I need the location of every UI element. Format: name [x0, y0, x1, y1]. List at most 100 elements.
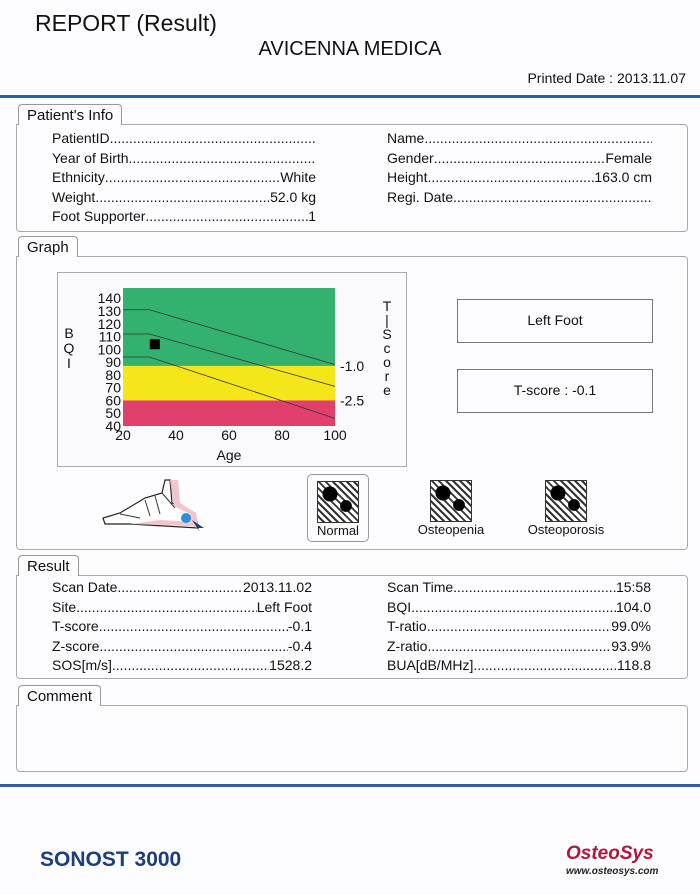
field-row: BUA[dB/MHz] 118.8 — [387, 656, 651, 674]
field-row: Site Left Foot — [52, 598, 312, 616]
field-value: Left Foot — [256, 598, 312, 615]
footer-divider — [0, 784, 700, 787]
field-row: Name — [387, 129, 652, 147]
y-tick-label: 40 — [105, 418, 121, 434]
field-value: 52.0 kg — [270, 188, 316, 205]
field-value: 163.0 cm — [594, 169, 652, 185]
reference-line — [123, 333, 336, 387]
bone-structure-icon — [317, 481, 359, 523]
leader-dots — [95, 188, 270, 206]
field-label: Foot Supporter — [52, 208, 146, 224]
arrow-cursor-icon — [192, 520, 204, 532]
x-tick-label: 40 — [168, 427, 184, 443]
leader-dots — [434, 149, 606, 167]
field-value: 15:58 — [615, 579, 651, 595]
organization-name: AVICENNA MEDICA — [258, 38, 442, 60]
y-tick-label: 50 — [105, 405, 121, 421]
leader-dots — [110, 129, 316, 147]
result-panel — [16, 575, 688, 679]
y-tick-label: 130 — [98, 303, 122, 319]
leader-dots — [424, 129, 652, 147]
field-label: Z-ratio — [387, 637, 428, 654]
field-label: PatientID — [52, 130, 110, 146]
field-row: Z-score -0.4 — [52, 637, 312, 655]
y-tick-label: 120 — [98, 316, 122, 332]
bqi-chart-frame: 40 50 60 70 80 90 100 110 120 130 140 20 40 60 80 100 -1… — [57, 272, 407, 467]
leader-dots — [117, 578, 243, 596]
leader-dots — [427, 637, 611, 655]
patient-point — [149, 339, 160, 350]
leader-dots — [99, 637, 287, 655]
leader-dots — [76, 598, 257, 616]
result-tab: Result — [18, 555, 79, 576]
field-row: T-ratio 99.0% — [387, 617, 651, 635]
field-label: Regi. Date — [387, 188, 454, 205]
field-row: Weight 52.0 kg — [52, 188, 316, 206]
field-label: Name — [387, 130, 425, 146]
field-row: SOS[m/s] 1528.2 — [52, 656, 312, 674]
result-right: Scan Time 15:58 BQI 104.0 T-ratio 99.0% Z-rati… — [387, 578, 651, 676]
field-label: Z-score — [52, 637, 100, 654]
field-label: Ethnicity — [52, 169, 105, 185]
product-name: SONOST 3000 — [40, 848, 182, 871]
y-tick-label: 100 — [98, 341, 122, 357]
field-value: 93.9% — [611, 637, 651, 654]
bone-label: Osteoporosis — [527, 522, 605, 537]
field-label: BUA[dB/MHz] — [387, 657, 474, 673]
field-row: Ethnicity White — [52, 168, 316, 186]
field-label: SOS[m/s] — [52, 657, 112, 673]
x-tick-label: 60 — [221, 427, 237, 443]
field-label: BQI — [387, 598, 412, 615]
tscore-tick-label: -2.5 — [340, 392, 364, 408]
tscore-box: T-score : -0.1 — [457, 369, 653, 413]
leader-dots — [112, 656, 269, 674]
field-row: Scan Time 15:58 — [387, 578, 651, 596]
x-tick-label: 20 — [115, 427, 131, 443]
foot-diagram — [102, 479, 204, 532]
leader-dots — [129, 149, 316, 167]
graph-panel — [16, 256, 688, 550]
leader-dots — [145, 207, 308, 225]
field-value: 2013.11.02 — [242, 579, 312, 595]
field-row: BQI 104.0 — [387, 598, 651, 616]
field-row: Z-ratio 93.9% — [387, 637, 651, 655]
x-axis-label: Age — [217, 447, 242, 463]
field-label: Scan Time — [387, 579, 454, 595]
field-value: 118.8 — [617, 657, 651, 673]
chart-band — [123, 288, 335, 366]
field-label: T-ratio — [387, 618, 427, 634]
brand-url: www.osteosys.com — [566, 866, 659, 877]
bone-label: Osteopenia — [417, 522, 485, 537]
graph-tab: Graph — [18, 236, 78, 257]
field-row: Gender Female — [387, 149, 652, 167]
printed-date: Printed Date : 2013.11.07 — [527, 70, 686, 86]
leader-dots — [453, 578, 616, 596]
leader-dots — [427, 617, 612, 635]
y-tick-label: 70 — [105, 380, 121, 396]
bone-image-osteopenia[interactable]: Osteopenia — [410, 474, 492, 540]
bone-image-osteoporosis[interactable]: Osteoporosis — [525, 474, 607, 540]
patient-info-panel — [16, 124, 688, 232]
field-value: 104.0 — [615, 598, 651, 615]
field-label: Year of Birth — [52, 149, 129, 166]
field-label: T-score — [52, 618, 99, 634]
field-value: White — [280, 169, 316, 185]
brand-logo: OsteoSys — [566, 843, 654, 864]
measurement-point-icon — [181, 513, 191, 523]
field-label: Weight — [52, 188, 96, 205]
patient-info-left: PatientID Year of Birth Ethnicity White Weig… — [52, 129, 316, 227]
field-value: 1528.2 — [269, 657, 312, 673]
bone-image-normal[interactable]: Normal — [307, 474, 369, 542]
comment-tab: Comment — [18, 685, 102, 706]
comment-box[interactable] — [16, 705, 688, 772]
field-label: Height — [387, 169, 428, 185]
y-tick-label: 90 — [105, 354, 121, 370]
patient-info-right: Name Gender Female Height 163.0 cm Regi. Date — [387, 129, 652, 207]
y-tick-label: 140 — [98, 290, 122, 306]
y-tick-label: 80 — [105, 367, 121, 383]
leader-dots — [411, 598, 616, 616]
field-row: Scan Date 2013.11.02 — [52, 578, 312, 596]
x-tick-label: 80 — [274, 427, 290, 443]
field-value: -0.4 — [287, 637, 312, 654]
